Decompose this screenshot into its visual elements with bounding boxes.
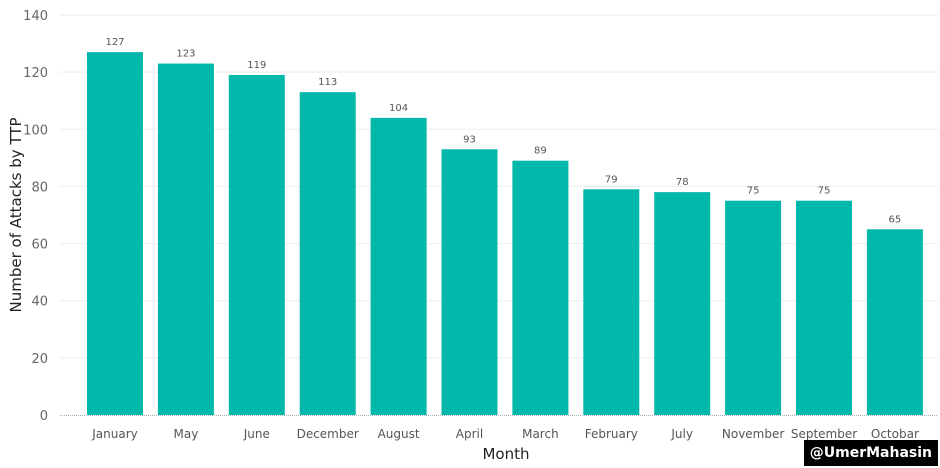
data-label: 123: [176, 49, 195, 60]
y-axis-title: Number of Attacks by TTP: [7, 118, 25, 313]
bar: [725, 200, 782, 415]
x-tick-label: February: [585, 427, 638, 441]
data-label: 89: [534, 146, 547, 157]
y-tick-label: 80: [31, 180, 48, 195]
data-label: 65: [889, 214, 902, 225]
x-tick-label: June: [243, 427, 270, 441]
x-tick-label: May: [173, 427, 198, 441]
x-tick-label: March: [522, 427, 559, 441]
y-tick-label: 60: [31, 238, 48, 253]
x-tick-label: September: [791, 427, 857, 441]
x-tick-label: December: [297, 427, 359, 441]
x-tick-label: April: [456, 427, 483, 441]
y-tick-label: 140: [23, 9, 48, 24]
bar: [87, 52, 143, 416]
y-tick-label: 40: [31, 295, 48, 310]
data-label: 104: [389, 103, 408, 114]
bar: [796, 200, 852, 415]
bar: [866, 229, 923, 415]
data-label: 119: [247, 60, 266, 71]
y-tick-label: 20: [31, 352, 48, 367]
bar: [583, 189, 640, 415]
x-tick-label: January: [91, 427, 138, 441]
x-axis-title: Month: [482, 445, 529, 463]
data-label: 75: [747, 186, 760, 197]
bar: [512, 160, 569, 415]
watermark-label: @UmerMahasin: [803, 440, 938, 466]
y-tick-label: 0: [40, 409, 48, 424]
y-tick-label: 120: [23, 66, 48, 81]
data-labels: 127 123 119 113 104 93 89 79 78 75 75 65: [105, 37, 901, 225]
data-label: 79: [605, 174, 618, 185]
bar: [299, 92, 356, 416]
data-label: 93: [463, 134, 476, 145]
data-label: 75: [818, 186, 831, 197]
data-label: 113: [318, 77, 337, 88]
bars: [87, 52, 923, 416]
data-label: 127: [105, 37, 124, 48]
bar: [228, 75, 285, 415]
x-tick-label: August: [378, 427, 420, 441]
bar: [654, 192, 711, 415]
bar: [441, 149, 498, 416]
y-tick-label: 100: [23, 123, 48, 138]
bar: [370, 117, 427, 415]
x-tick-label: Octobar: [871, 427, 919, 441]
y-axis-ticks: 0 20 40 60 80 100 120 140: [23, 9, 48, 424]
bar: [157, 63, 214, 415]
x-axis-ticks: January May June December August April March Fe…: [91, 427, 919, 441]
x-tick-label: July: [670, 427, 693, 441]
x-tick-label: November: [722, 427, 784, 441]
data-label: 78: [676, 177, 689, 188]
